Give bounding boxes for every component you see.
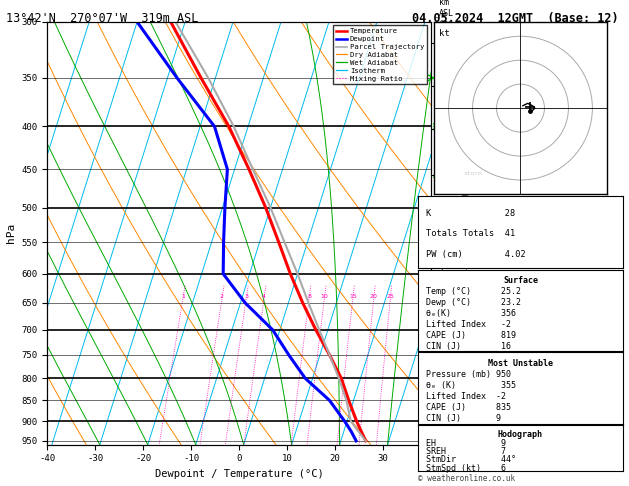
X-axis label: Dewpoint / Temperature (°C): Dewpoint / Temperature (°C)	[155, 469, 323, 479]
Text: Surface: Surface	[503, 276, 538, 285]
Text: 15: 15	[349, 294, 357, 299]
Text: EH             9: EH 9	[426, 439, 506, 448]
Legend: Temperature, Dewpoint, Parcel Trajectory, Dry Adiabat, Wet Adiabat, Isotherm, Mi: Temperature, Dewpoint, Parcel Trajectory…	[333, 25, 427, 85]
Text: CIN (J)       9: CIN (J) 9	[426, 415, 501, 423]
Text: SREH           7: SREH 7	[426, 447, 506, 456]
Text: Totals Totals  41: Totals Totals 41	[426, 229, 516, 238]
Text: 1: 1	[181, 294, 185, 299]
Text: K              28: K 28	[426, 208, 516, 218]
Y-axis label: hPa: hPa	[6, 223, 16, 243]
Text: CIN (J)        16: CIN (J) 16	[426, 342, 511, 350]
Text: Mixing Ratio (g/kg): Mixing Ratio (g/kg)	[461, 190, 470, 277]
Text: 04.05.2024  12GMT  (Base: 12): 04.05.2024 12GMT (Base: 12)	[412, 12, 618, 25]
Text: 3: 3	[244, 294, 248, 299]
Text: kt: kt	[439, 29, 450, 38]
Text: Temp (°C)      25.2: Temp (°C) 25.2	[426, 287, 521, 296]
Text: θₑ (K)         355: θₑ (K) 355	[426, 381, 516, 390]
Text: 10: 10	[320, 294, 328, 299]
Text: PW (cm)        4.02: PW (cm) 4.02	[426, 250, 526, 259]
Text: Lifted Index  -2: Lifted Index -2	[426, 392, 506, 401]
Text: LCL: LCL	[438, 21, 454, 30]
Text: Pressure (mb) 950: Pressure (mb) 950	[426, 370, 511, 379]
Text: StmSpd (kt)    6: StmSpd (kt) 6	[426, 464, 506, 473]
Text: 2: 2	[220, 294, 224, 299]
Text: θₑ(K)          356: θₑ(K) 356	[426, 309, 516, 318]
Text: storm: storm	[463, 171, 482, 176]
Text: 25: 25	[386, 294, 394, 299]
Text: 20: 20	[370, 294, 377, 299]
Text: Lifted Index   -2: Lifted Index -2	[426, 320, 511, 329]
Text: 13°42'N  270°07'W  319m ASL: 13°42'N 270°07'W 319m ASL	[6, 12, 199, 25]
Text: © weatheronline.co.uk: © weatheronline.co.uk	[418, 474, 515, 483]
Text: Hodograph: Hodograph	[498, 430, 543, 439]
Text: 8: 8	[307, 294, 311, 299]
Text: Dewp (°C)      23.2: Dewp (°C) 23.2	[426, 298, 521, 307]
Text: Most Unstable: Most Unstable	[488, 359, 553, 368]
Text: CAPE (J)      835: CAPE (J) 835	[426, 403, 511, 412]
Text: StmDir         44°: StmDir 44°	[426, 455, 516, 465]
Text: CAPE (J)       819: CAPE (J) 819	[426, 330, 516, 340]
Text: km
ASL: km ASL	[438, 0, 454, 17]
Text: 4: 4	[262, 294, 266, 299]
